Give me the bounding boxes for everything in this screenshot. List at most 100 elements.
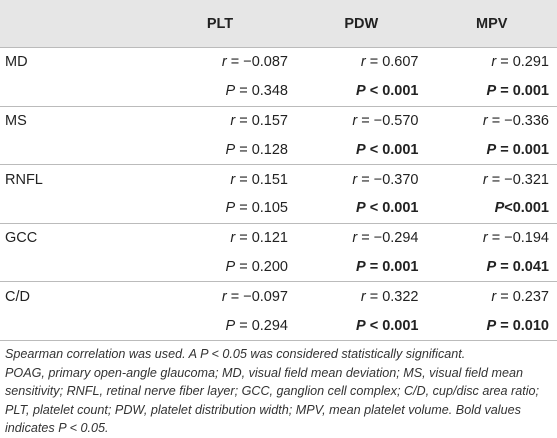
row-label: [0, 253, 115, 282]
value-cell: P = 0.200: [115, 253, 296, 282]
stat-value: = −0.087: [227, 54, 288, 70]
stat-value: = 0.105: [235, 200, 288, 216]
stat-value: < 0.001: [366, 318, 419, 334]
value-cell: r = 0.607: [296, 48, 427, 77]
stat-value: < 0.001: [366, 142, 419, 158]
stat-value: = −0.294: [357, 230, 418, 246]
value-cell: r = 0.157: [115, 106, 296, 135]
stat-symbol: P: [356, 318, 366, 334]
stat-value: = −0.570: [357, 113, 418, 129]
value-cell: P = 0.105: [115, 194, 296, 223]
header-cell: PDW: [296, 0, 427, 48]
row-label: [0, 135, 115, 164]
value-cell: P = 0.010: [427, 311, 557, 340]
value-cell: P = 0.294: [115, 311, 296, 340]
stat-value: = 0.041: [496, 259, 549, 275]
value-cell: r = 0.291: [427, 48, 557, 77]
stat-symbol: P: [356, 259, 366, 275]
stat-value: < 0.001: [366, 83, 419, 99]
value-cell: P = 0.001: [296, 253, 427, 282]
value-cell: r = −0.370: [296, 165, 427, 194]
value-cell: P < 0.001: [296, 135, 427, 164]
row-label: [0, 77, 115, 106]
header-cell: MPV: [427, 0, 557, 48]
footnotes: Spearman correlation was used. A P < 0.0…: [0, 341, 557, 438]
stat-symbol: P: [226, 318, 236, 334]
value-cell: r = −0.336: [427, 106, 557, 135]
stat-value: = −0.336: [488, 113, 549, 129]
header-row: PLT PDW MPV: [0, 0, 557, 48]
stat-value: = 0.157: [235, 113, 288, 129]
stat-value: = 0.001: [366, 259, 419, 275]
value-cell: P = 0.348: [115, 77, 296, 106]
stat-value: = 0.237: [496, 289, 549, 305]
stat-value: = −0.097: [227, 289, 288, 305]
value-cell: r = 0.151: [115, 165, 296, 194]
stat-symbol: P: [226, 259, 236, 275]
stat-symbol: P: [487, 83, 497, 99]
value-cell: r = −0.570: [296, 106, 427, 135]
stat-value: = 0.294: [235, 318, 288, 334]
stat-value: = 0.200: [235, 259, 288, 275]
row-label: C/D: [0, 282, 115, 311]
stat-value: = −0.370: [357, 172, 418, 188]
stat-value: = 0.291: [496, 54, 549, 70]
row-label: RNFL: [0, 165, 115, 194]
stat-symbol: P: [356, 142, 366, 158]
stat-symbol: P: [226, 142, 236, 158]
stat-value: = 0.121: [235, 230, 288, 246]
stat-value: < 0.001: [366, 200, 419, 216]
value-cell: P = 0.001: [427, 77, 557, 106]
row-label: [0, 194, 115, 223]
value-cell: P < 0.001: [296, 77, 427, 106]
value-cell: P = 0.041: [427, 253, 557, 282]
value-cell: r = −0.294: [296, 223, 427, 252]
stat-symbol: P: [495, 200, 505, 216]
row-label: MD: [0, 48, 115, 77]
row-label: MS: [0, 106, 115, 135]
footnote: POAG, primary open-angle glaucoma; MD, v…: [5, 364, 552, 438]
stat-value: = 0.001: [496, 83, 549, 99]
value-cell: r = 0.322: [296, 282, 427, 311]
value-cell: r = 0.237: [427, 282, 557, 311]
header-cell: PLT: [115, 0, 296, 48]
stat-symbol: P: [487, 318, 497, 334]
stat-value: = 0.151: [235, 172, 288, 188]
value-cell: P = 0.128: [115, 135, 296, 164]
stat-value: = 0.010: [496, 318, 549, 334]
row-label: [0, 311, 115, 340]
stat-value: = −0.321: [488, 172, 549, 188]
value-cell: P < 0.001: [296, 311, 427, 340]
stat-symbol: P: [226, 83, 236, 99]
stat-symbol: P: [356, 83, 366, 99]
stat-symbol: P: [487, 259, 497, 275]
value-cell: r = 0.121: [115, 223, 296, 252]
value-cell: r = −0.087: [115, 48, 296, 77]
stat-symbol: P: [356, 200, 366, 216]
value-cell: r = −0.194: [427, 223, 557, 252]
footnote: Spearman correlation was used. A P < 0.0…: [5, 345, 552, 364]
stat-value: = 0.001: [496, 142, 549, 158]
value-cell: P<0.001: [427, 194, 557, 223]
value-cell: P < 0.001: [296, 194, 427, 223]
stat-symbol: P: [487, 142, 497, 158]
stat-value: = −0.194: [488, 230, 549, 246]
stat-value: = 0.322: [366, 289, 419, 305]
value-cell: P = 0.001: [427, 135, 557, 164]
stat-symbol: P: [226, 200, 236, 216]
stat-value: = 0.128: [235, 142, 288, 158]
header-cell: [0, 0, 115, 48]
stat-value: = 0.348: [235, 83, 288, 99]
stat-value: <0.001: [504, 200, 549, 216]
